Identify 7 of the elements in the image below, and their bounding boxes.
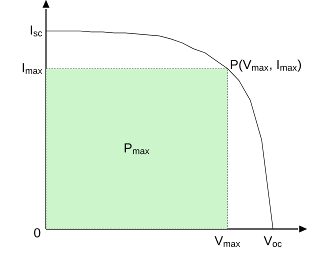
annotation: I$_{sc}$	[30, 26, 42, 36]
text: V$_{max}$	[214, 236, 240, 247]
text: V$_{oc}$	[264, 236, 282, 247]
annotation: P(V$_{max}$, I$_{max}$)	[230, 60, 301, 72]
annotation: P$_{max}$	[124, 143, 150, 154]
annotation: I$_{max}$	[22, 63, 42, 74]
text: 0	[34, 228, 40, 238]
